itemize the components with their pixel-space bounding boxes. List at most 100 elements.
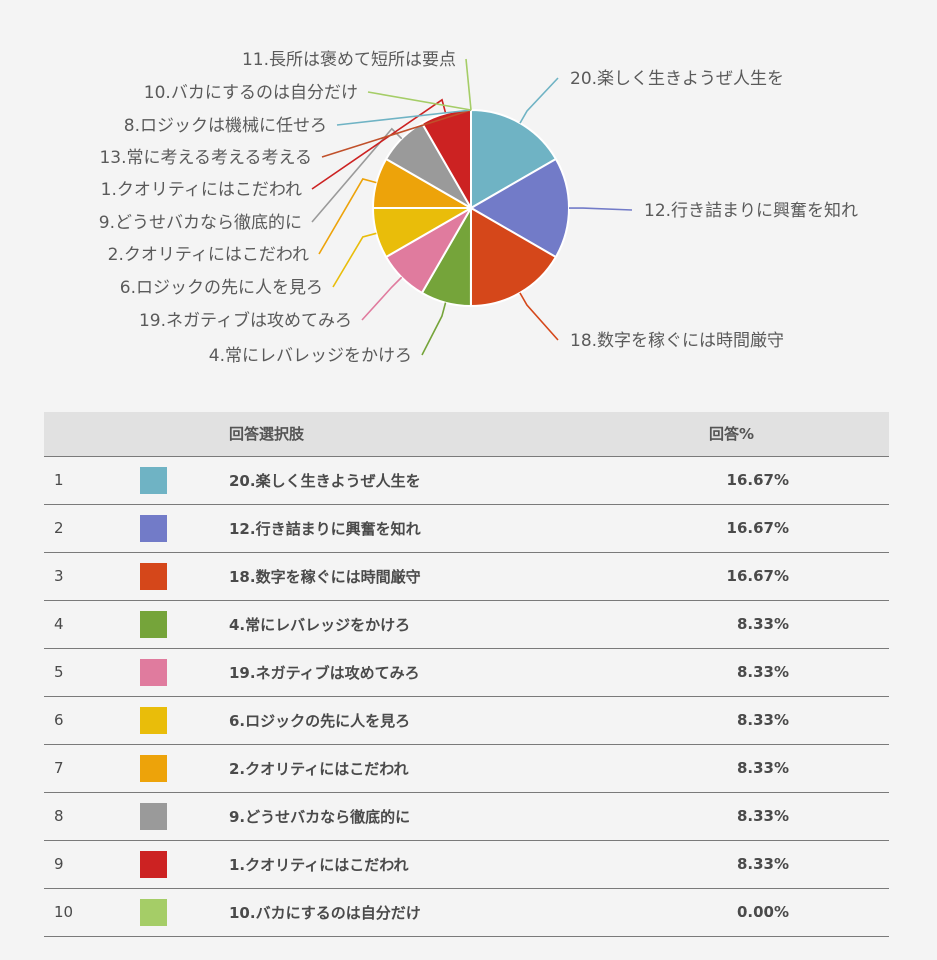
slice-label: 12.行き詰まりに興奮を知れ bbox=[644, 201, 858, 221]
row-pad bbox=[789, 696, 889, 745]
table-row: 9 1.クオリティにはこだわれ 8.33% bbox=[44, 840, 889, 889]
row-swatch-cell bbox=[140, 648, 229, 697]
row-pad bbox=[789, 744, 889, 793]
header-percent: 回答% bbox=[709, 412, 789, 457]
row-percent: 8.33% bbox=[709, 648, 789, 697]
row-pad bbox=[789, 600, 889, 649]
row-pad bbox=[789, 840, 889, 889]
row-swatch-cell bbox=[140, 456, 229, 505]
table-row: 3 18.数字を稼ぐには時間厳守 16.67% bbox=[44, 552, 889, 601]
row-rank: 9 bbox=[44, 840, 140, 889]
row-rank: 7 bbox=[44, 744, 140, 793]
row-rank: 8 bbox=[44, 792, 140, 841]
color-swatch bbox=[140, 706, 167, 734]
slice-label: 11.長所は褒めて短所は要点 bbox=[242, 50, 456, 70]
table-body: 1 20.楽しく生きようぜ人生を 16.67% 2 12.行き詰まりに興奮を知れ 16.6… bbox=[44, 456, 889, 937]
leader-line bbox=[332, 232, 377, 288]
color-swatch bbox=[140, 802, 167, 830]
slice-label: 13.常に考える考える考える bbox=[99, 148, 312, 168]
table-row: 10 10.バカにするのは自分だけ 0.00% bbox=[44, 888, 889, 937]
slice-label: 18.数字を稼ぐには時間厳守 bbox=[570, 331, 784, 351]
row-pad bbox=[789, 456, 889, 505]
row-pad bbox=[789, 888, 889, 937]
pie-slice bbox=[470, 108, 558, 210]
leader-line bbox=[311, 127, 403, 223]
row-swatch-cell bbox=[140, 840, 229, 889]
slice-label: 19.ネガティブは攻めてみろ bbox=[139, 310, 352, 331]
row-swatch-cell bbox=[140, 504, 229, 553]
row-choice: 2.クオリティにはこだわれ bbox=[229, 744, 709, 793]
row-pad bbox=[789, 648, 889, 697]
slice-label: 4.常にレバレッジをかけろ bbox=[209, 346, 412, 366]
row-percent: 8.33% bbox=[709, 696, 789, 745]
slice-label: 8.ロジックは機械に任せろ bbox=[124, 116, 327, 136]
row-rank: 1 bbox=[44, 456, 140, 505]
pie-slice bbox=[469, 157, 570, 259]
leader-line bbox=[519, 77, 559, 124]
table-row: 2 12.行き詰まりに興奮を知れ 16.67% bbox=[44, 504, 889, 553]
table-row: 7 2.クオリティにはこだわれ 8.33% bbox=[44, 744, 889, 793]
color-swatch bbox=[140, 754, 167, 782]
row-percent: 16.67% bbox=[709, 504, 789, 553]
slice-label: 10.バカにするのは自分だけ bbox=[144, 83, 358, 103]
slice-label: 20.楽しく生きようぜ人生を bbox=[570, 69, 784, 89]
row-rank: 6 bbox=[44, 696, 140, 745]
row-choice: 20.楽しく生きようぜ人生を bbox=[229, 456, 709, 505]
leader-line bbox=[421, 302, 447, 356]
row-rank: 3 bbox=[44, 552, 140, 601]
row-choice: 6.ロジックの先に人を見ろ bbox=[229, 696, 709, 745]
row-percent: 8.33% bbox=[709, 792, 789, 841]
leader-line bbox=[336, 109, 472, 126]
table-row: 8 9.どうせバカなら徹底的に 8.33% bbox=[44, 792, 889, 841]
header-choice: 回答選択肢 bbox=[229, 412, 709, 457]
row-percent: 16.67% bbox=[709, 456, 789, 505]
row-swatch-cell bbox=[140, 792, 229, 841]
row-swatch-cell bbox=[140, 696, 229, 745]
row-percent: 8.33% bbox=[709, 840, 789, 889]
row-pad bbox=[789, 552, 889, 601]
color-swatch bbox=[140, 850, 167, 878]
pie-chart-area: 20.楽しく生きようぜ人生を 12.行き詰まりに興奮を知れ 18.数字を稼ぐには時間… bbox=[0, 0, 937, 395]
row-percent: 8.33% bbox=[709, 744, 789, 793]
row-choice: 10.バカにするのは自分だけ bbox=[229, 888, 709, 937]
table-row: 4 4.常にレバレッジをかけろ 8.33% bbox=[44, 600, 889, 649]
row-choice: 19.ネガティブは攻めてみろ bbox=[229, 648, 709, 697]
row-percent: 0.00% bbox=[709, 888, 789, 937]
header-pad bbox=[789, 412, 889, 457]
color-swatch bbox=[140, 562, 167, 590]
row-rank: 4 bbox=[44, 600, 140, 649]
leader-line bbox=[361, 276, 403, 321]
leader-line bbox=[321, 109, 472, 158]
pie-slice bbox=[469, 206, 558, 308]
row-rank: 10 bbox=[44, 888, 140, 937]
row-swatch-cell bbox=[140, 552, 229, 601]
row-percent: 16.67% bbox=[709, 552, 789, 601]
slice-label: 1.クオリティにはこだわれ bbox=[101, 180, 302, 200]
row-choice: 12.行き詰まりに興奮を知れ bbox=[229, 504, 709, 553]
slice-label: 2.クオリティにはこだわれ bbox=[108, 245, 309, 265]
leader-line bbox=[519, 292, 559, 341]
row-rank: 2 bbox=[44, 504, 140, 553]
row-swatch-cell bbox=[140, 600, 229, 649]
slice-label: 9.どうせバカなら徹底的に bbox=[99, 213, 302, 233]
row-swatch-cell bbox=[140, 744, 229, 793]
leader-line bbox=[568, 207, 633, 211]
row-percent: 8.33% bbox=[709, 600, 789, 649]
color-swatch bbox=[140, 898, 167, 926]
leader-line bbox=[311, 98, 447, 190]
leader-line bbox=[465, 58, 472, 111]
leader-line bbox=[367, 91, 472, 111]
row-pad bbox=[789, 792, 889, 841]
color-swatch bbox=[140, 514, 167, 542]
row-choice: 1.クオリティにはこだわれ bbox=[229, 840, 709, 889]
table-row: 6 6.ロジックの先に人を見ろ 8.33% bbox=[44, 696, 889, 745]
pie-chart: 20.楽しく生きようぜ人生を 12.行き詰まりに興奮を知れ 18.数字を稼ぐには時間… bbox=[99, 50, 858, 366]
color-swatch bbox=[140, 466, 167, 494]
header-rank bbox=[44, 412, 140, 457]
header-swatch bbox=[140, 412, 229, 457]
table-row: 1 20.楽しく生きようぜ人生を 16.67% bbox=[44, 456, 889, 505]
slice-label: 6.ロジックの先に人を見ろ bbox=[120, 278, 323, 298]
table-row: 5 19.ネガティブは攻めてみろ 8.33% bbox=[44, 648, 889, 697]
row-choice: 4.常にレバレッジをかけろ bbox=[229, 600, 709, 649]
row-swatch-cell bbox=[140, 888, 229, 937]
